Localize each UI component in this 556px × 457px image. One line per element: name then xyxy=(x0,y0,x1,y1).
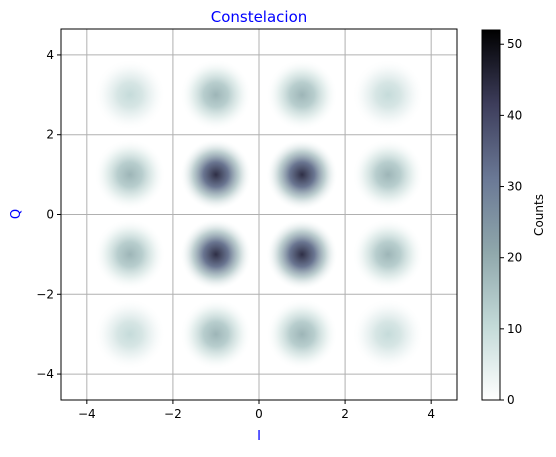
plot-area xyxy=(60,28,458,401)
x-tick-label: −4 xyxy=(78,407,96,421)
cluster-blob xyxy=(94,298,166,370)
x-axis-label: I xyxy=(257,429,261,444)
y-tick-label: 0 xyxy=(46,208,54,222)
colorbar-label: Counts xyxy=(532,194,546,236)
cluster-blob xyxy=(266,59,338,131)
cluster-blob xyxy=(352,139,424,210)
cluster-blob xyxy=(266,298,338,370)
y-tick-label: −4 xyxy=(36,367,54,381)
cluster-blob xyxy=(94,219,166,290)
chart-title: Constelacion xyxy=(211,8,308,26)
x-tick-label: 2 xyxy=(341,407,349,421)
colorbar-tick-label: 0 xyxy=(507,393,515,407)
colorbar: 0 10 20 30 40 50 Counts xyxy=(481,29,546,407)
colorbar-tick-label: 30 xyxy=(507,180,522,194)
colorbar-tick-label: 50 xyxy=(507,37,522,51)
colorbar-tick-label: 40 xyxy=(507,108,522,122)
colorbar-ticks: 0 10 20 30 40 50 xyxy=(500,37,522,407)
y-tick-label: −2 xyxy=(36,287,54,301)
cluster-blob xyxy=(180,139,252,210)
colorbar-tick-label: 20 xyxy=(507,251,522,265)
cluster-blob xyxy=(180,59,252,131)
colorbar-tick-label: 10 xyxy=(507,322,522,336)
x-axis-ticks: −4 −2 0 2 4 xyxy=(78,400,435,421)
cluster-blob xyxy=(266,139,338,210)
cluster-blob xyxy=(94,59,166,131)
y-axis-ticks: −4 −2 0 2 4 xyxy=(36,48,61,381)
cluster-blob xyxy=(180,219,252,290)
x-tick-label: −2 xyxy=(164,407,182,421)
cluster-blob xyxy=(352,59,424,131)
x-tick-label: 4 xyxy=(427,407,435,421)
y-tick-label: 4 xyxy=(46,48,54,62)
colorbar-gradient xyxy=(481,29,501,401)
heatmap-clusters xyxy=(94,59,424,370)
grid-lines xyxy=(61,29,457,400)
y-axis-label: Q xyxy=(9,209,24,219)
cluster-blob xyxy=(266,219,338,290)
cluster-blob xyxy=(352,219,424,290)
y-tick-label: 2 xyxy=(46,128,54,142)
cluster-blob xyxy=(180,298,252,370)
cluster-blob xyxy=(352,298,424,370)
x-tick-label: 0 xyxy=(255,407,263,421)
cluster-blob xyxy=(94,139,166,210)
